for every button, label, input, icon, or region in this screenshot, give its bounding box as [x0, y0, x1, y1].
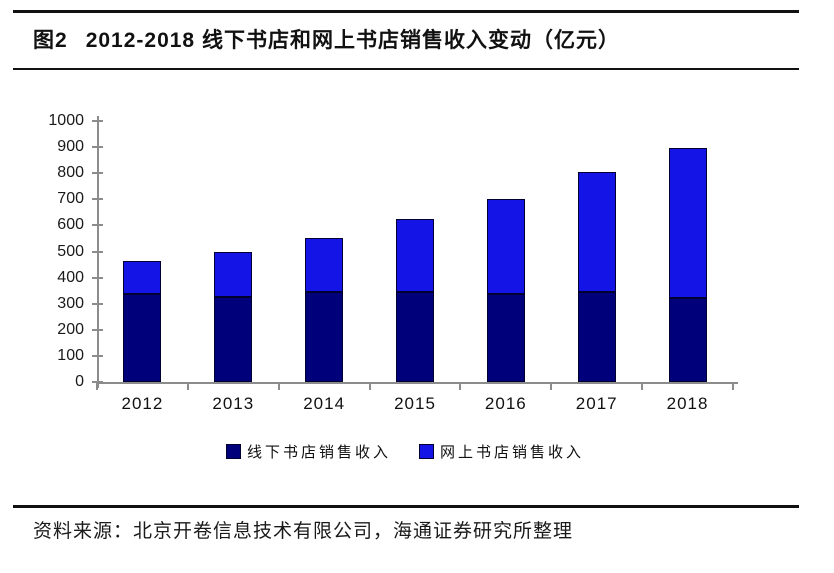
- bar-segment-series1: [486, 199, 525, 295]
- y-tick-label: 100: [57, 346, 84, 364]
- y-tick-label: 600: [57, 216, 84, 234]
- bar-segment-series1: [668, 148, 707, 298]
- y-tick: [92, 172, 103, 175]
- y-tick: [92, 146, 103, 149]
- title-divider-rule: [13, 68, 799, 70]
- x-tick-label: 2015: [394, 394, 436, 413]
- legend-item: 线下书店销售收入: [225, 441, 391, 462]
- bar-segment-series0: [214, 297, 253, 382]
- y-tick: [92, 328, 103, 331]
- footer-rule: [13, 505, 799, 508]
- x-tick-label: 2017: [575, 394, 618, 413]
- x-tick: [277, 382, 280, 390]
- y-tick-label: 900: [57, 138, 84, 156]
- x-tick-label: 2016: [484, 394, 527, 413]
- y-tick-label: 0: [75, 373, 84, 390]
- y-tick: [92, 250, 103, 253]
- legend: 线下书店销售收入 网上书店销售收入: [0, 441, 810, 462]
- x-tick-label: 2013: [212, 394, 255, 413]
- bar-segment-series0: [396, 292, 434, 382]
- y-tick-label: 1000: [48, 112, 84, 129]
- x-tick: [459, 382, 462, 390]
- x-tick: [96, 382, 98, 390]
- legend-item: 网上书店销售收入: [419, 441, 584, 462]
- bar-segment-series0: [577, 292, 616, 382]
- x-tick-label: 2014: [303, 394, 346, 413]
- legend-label: 线下书店销售收入: [246, 444, 391, 461]
- legend-label: 网上书店销售收入: [440, 444, 585, 461]
- x-tick-label: 2018: [666, 394, 709, 413]
- bar-segment-series1: [305, 238, 344, 293]
- y-tick-label: 500: [57, 242, 84, 260]
- y-tick: [92, 302, 103, 305]
- bar-segment-series1: [396, 219, 434, 293]
- top-rule: [13, 10, 799, 13]
- source-note: 资料来源：北京开卷信息技术有限公司，海通证券研究所整理: [33, 521, 574, 542]
- y-tick: [92, 224, 103, 227]
- bar-segment-series0: [486, 294, 525, 382]
- bar-segment-series0: [668, 297, 707, 382]
- x-tick: [186, 382, 189, 390]
- x-tick: [368, 382, 371, 390]
- y-tick-label: 800: [57, 164, 84, 182]
- legend-swatch-icon: [419, 444, 434, 459]
- bar-segment-series0: [305, 292, 344, 382]
- bar-segment-series0: [123, 294, 162, 382]
- y-tick-label: 400: [57, 268, 84, 286]
- y-tick: [92, 354, 103, 357]
- x-tick: [641, 382, 644, 390]
- x-axis-line: [97, 382, 738, 384]
- bar-segment-series1: [123, 260, 162, 295]
- stacked-bar-chart: 0 100 200 300 400 500 600 700 800 900 1000 2012 2013…: [0, 90, 834, 440]
- figure-title: 2012-2018 线下书店和网上书店销售收入变动（亿元）: [85, 29, 620, 52]
- figure-title-row: 图2 2012-2018 线下书店和网上书店销售收入变动（亿元）: [33, 24, 813, 54]
- y-tick-label: 200: [57, 320, 84, 338]
- y-tick-label: 700: [57, 190, 84, 208]
- legend-swatch-icon: [225, 444, 241, 459]
- y-tick: [92, 276, 103, 279]
- y-tick-label: 300: [57, 294, 84, 312]
- bar-segment-series1: [577, 172, 616, 293]
- y-tick: [92, 120, 103, 122]
- y-tick: [92, 198, 103, 201]
- x-tick-label: 2012: [121, 394, 164, 413]
- x-tick: [732, 382, 734, 390]
- x-tick: [550, 382, 553, 390]
- bar-segment-series1: [214, 251, 253, 298]
- figure-label: 图2: [33, 29, 68, 52]
